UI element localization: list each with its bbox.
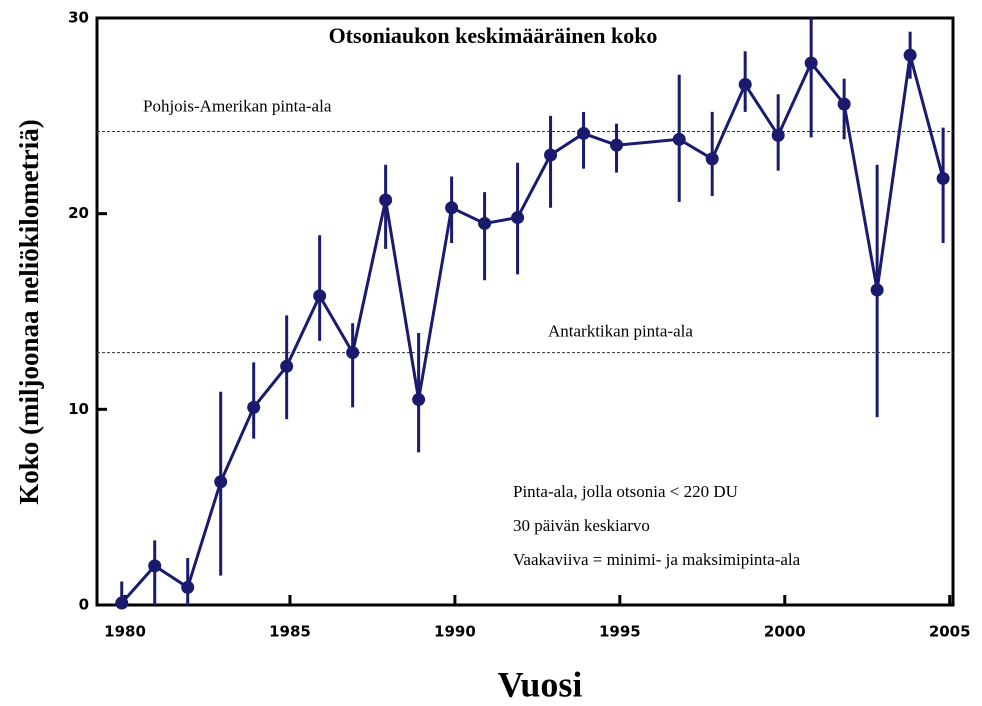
data-point [577, 126, 591, 140]
y-tick-label: 30 [68, 9, 89, 27]
reference-label: Pohjois-Amerikan pinta-ala [143, 96, 332, 115]
x-tick-label: 2005 [929, 623, 971, 641]
data-point [738, 78, 752, 92]
x-tick-label: 1985 [269, 623, 311, 641]
chart-title: Otsoniaukon keskimääräinen koko [329, 23, 658, 48]
x-tick-label: 1995 [599, 623, 641, 641]
data-point [313, 289, 327, 303]
data-point [511, 211, 525, 225]
data-point [412, 393, 426, 407]
y-tick-label: 20 [68, 204, 89, 222]
data-point [148, 559, 162, 573]
data-point [379, 193, 393, 207]
x-tick-label: 2000 [764, 623, 806, 641]
x-tick-label: 1990 [434, 623, 476, 641]
data-point [705, 152, 719, 166]
y-axis-label: Koko (miljoonaa neliökilometriä) [14, 119, 44, 504]
data-point [214, 475, 228, 489]
data-point [478, 216, 492, 230]
data-point [804, 56, 818, 70]
data-point [445, 201, 459, 215]
data-point [280, 359, 294, 373]
annotation: Vaakaviiva = minimi- ja maksimipinta-ala [513, 550, 801, 569]
y-tick-label: 0 [79, 596, 89, 614]
data-point [610, 138, 624, 152]
x-tick-label: 1980 [104, 623, 146, 641]
y-tick-label: 10 [68, 400, 89, 418]
data-point [936, 171, 950, 185]
data-point [837, 97, 851, 111]
data-point [115, 596, 129, 610]
plot-frame [95, 16, 955, 607]
reference-label: Antarktikan pinta-ala [548, 321, 693, 340]
annotation: 30 päivän keskiarvo [513, 516, 650, 535]
data-point [771, 128, 785, 142]
data-point [544, 148, 558, 162]
data-point [181, 580, 195, 594]
data-point [870, 283, 884, 297]
data-point [346, 346, 360, 360]
data-point [903, 48, 917, 62]
data-point [672, 132, 686, 146]
x-axis-label: Vuosi [498, 664, 583, 704]
annotation: Pinta-ala, jolla otsonia < 220 DU [513, 482, 738, 501]
data-point [247, 400, 261, 414]
